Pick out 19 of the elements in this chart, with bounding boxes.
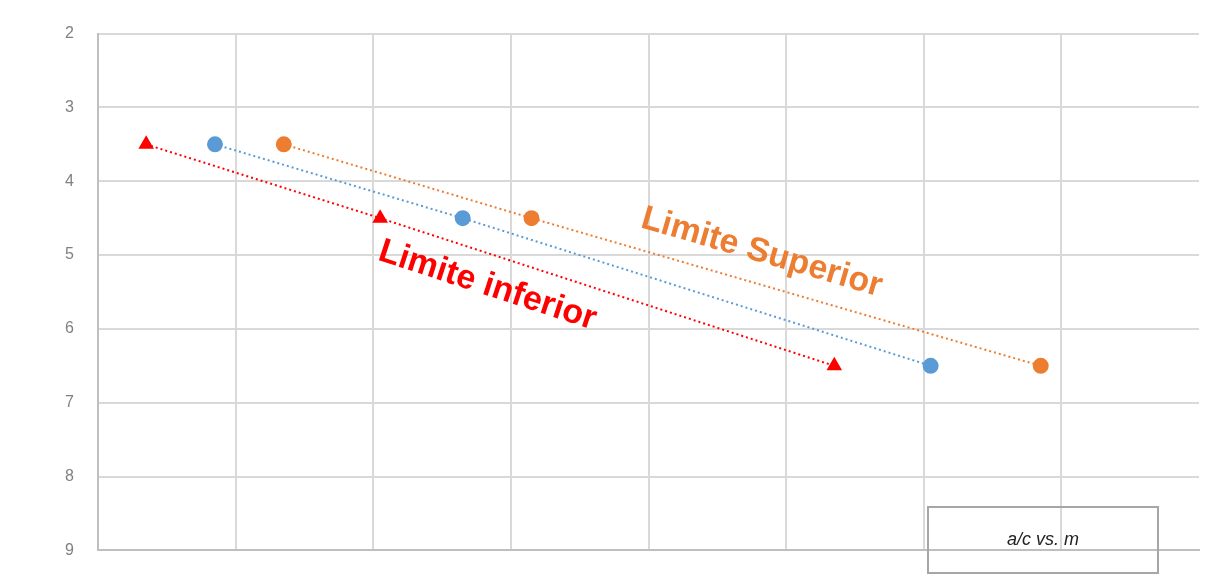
y-tick-label: 3 [65, 97, 75, 115]
point [827, 357, 842, 371]
point [1032, 357, 1049, 374]
point [922, 357, 939, 374]
text: Limite inferior [374, 230, 602, 337]
y-tick-label: 4 [65, 171, 75, 189]
point [454, 210, 471, 227]
point [139, 136, 154, 149]
y-tick-label: 9 [65, 540, 75, 558]
y-tick-label: 6 [65, 319, 75, 337]
y-tick-label: 7 [65, 393, 75, 411]
point [523, 210, 540, 227]
text: a/c vs. m [1006, 528, 1080, 551]
y-tick-label: 2 [65, 24, 75, 42]
point [275, 136, 292, 153]
y-tick-label: 8 [65, 466, 75, 484]
y-tick-label: 5 [65, 245, 75, 263]
point [206, 136, 223, 153]
point [373, 210, 388, 223]
